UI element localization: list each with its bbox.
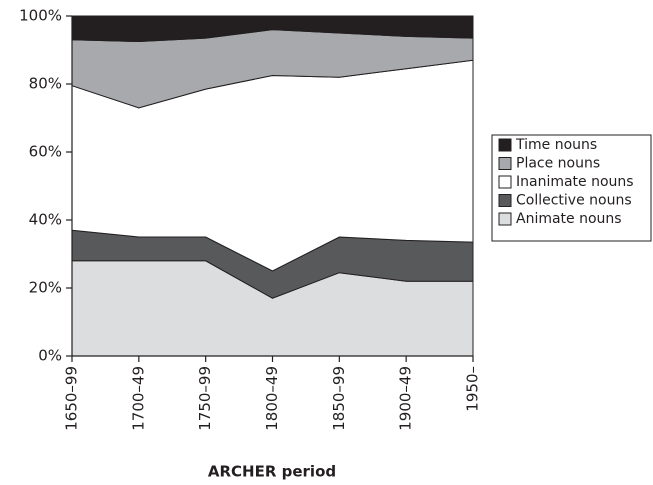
- legend-label: Animate nouns: [516, 211, 622, 227]
- legend-label: Collective nouns: [516, 193, 632, 209]
- legend-swatch: [498, 194, 512, 207]
- x-axis-label: ARCHER period: [208, 463, 336, 481]
- y-tick-label: 80%: [29, 75, 62, 93]
- y-tick-label: 100%: [19, 7, 62, 25]
- legend-label: Inanimate nouns: [516, 174, 634, 190]
- x-tick-label: 1950–: [464, 366, 482, 412]
- x-tick-label: 1850–99: [330, 366, 348, 431]
- legend-label: Place nouns: [516, 156, 600, 172]
- area: [71, 15, 474, 43]
- x-tick-label: 1700–49: [129, 366, 147, 431]
- y-tick-label: 40%: [29, 211, 62, 229]
- y-tick-label: 0%: [38, 347, 62, 365]
- legend-swatch: [498, 212, 512, 226]
- x-tick-label: 1900–49: [397, 366, 415, 431]
- y-tick-label: 60%: [29, 143, 62, 161]
- legend-swatch: [498, 138, 512, 152]
- legend-box: [491, 134, 652, 242]
- legend-swatch: [498, 175, 512, 189]
- x-tick-label: 1650–99: [63, 366, 81, 431]
- x-tick-label: 1800–49: [263, 366, 281, 431]
- legend-swatch: [498, 157, 512, 170]
- legend-label: Time nouns: [515, 137, 597, 153]
- x-tick-label: 1750–99: [196, 366, 214, 431]
- y-tick-label: 20%: [29, 279, 62, 297]
